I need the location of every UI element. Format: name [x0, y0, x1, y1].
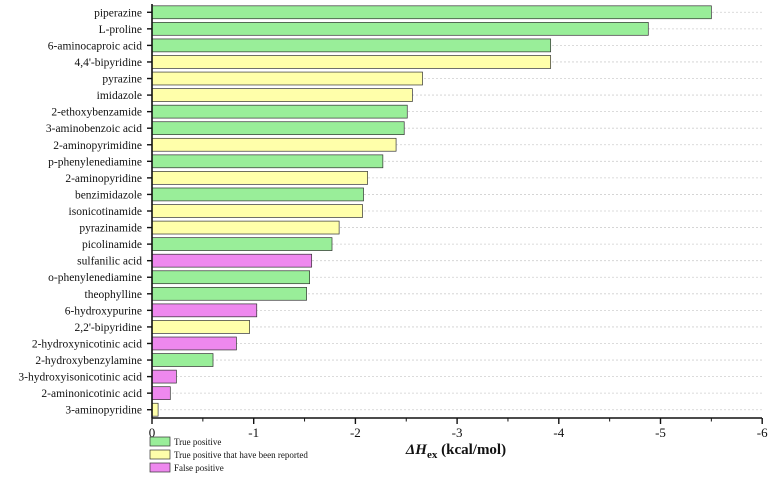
category-labels: piperazine L-proline 6-aminocaproic acid 4,… — [18, 7, 142, 416]
x-tick-label: -6 — [757, 425, 768, 440]
legend-swatch-tpr — [149, 449, 171, 460]
category-label: 2-aminopyrimidine — [53, 140, 142, 152]
bars — [151, 5, 712, 417]
bar — [151, 22, 649, 36]
category-label: 2-aminopyridine — [65, 173, 142, 185]
category-label: o-phenylenediamine — [48, 272, 142, 284]
category-label: 2-aminonicotinic acid — [41, 388, 142, 400]
bar — [151, 88, 413, 102]
bar — [151, 38, 552, 53]
legend-swatch-tp — [149, 436, 171, 447]
bar — [151, 55, 552, 69]
category-label: sulfanilic acid — [77, 256, 142, 268]
legend-label-tp: True positive — [174, 437, 221, 447]
bar — [151, 353, 214, 367]
bar — [151, 237, 333, 251]
x-axis-title-sub: ex — [427, 449, 438, 461]
bar — [151, 187, 364, 202]
category-label: 3-aminobenzoic acid — [46, 123, 142, 135]
category-label: 3-aminopyridine — [65, 405, 142, 417]
bar — [151, 71, 423, 86]
category-label: imidazole — [97, 90, 142, 102]
legend-label-tpr: True positive that have been reported — [174, 450, 308, 460]
category-label: 4,4'-bipyridine — [74, 57, 142, 69]
axes — [147, 4, 763, 424]
bar — [151, 303, 258, 318]
legend-swatch-fp — [149, 462, 171, 473]
bar — [151, 253, 313, 268]
legend-label-fp: False positive — [174, 463, 224, 473]
category-label: p-phenylenediamine — [48, 156, 142, 168]
category-label: theophylline — [85, 289, 143, 301]
x-tick-label: 0 — [149, 425, 156, 440]
bar — [151, 220, 340, 235]
category-label: picolinamide — [82, 239, 142, 251]
x-tick-label: -2 — [350, 425, 361, 440]
x-tick-label: -4 — [553, 425, 564, 440]
x-axis-title-main: ΔH — [405, 442, 428, 458]
legend: True positive True positive that have bee… — [149, 436, 308, 473]
bar — [151, 121, 405, 136]
category-label: 2,2'-bipyridine — [74, 322, 142, 334]
x-axis-title: ΔHex (kcal/mol) — [405, 442, 506, 461]
bar — [151, 402, 159, 417]
bar — [151, 137, 397, 152]
category-label: benzimidazole — [75, 189, 142, 201]
category-label: 3-hydroxyisonicotinic acid — [18, 372, 142, 384]
bar — [151, 171, 368, 185]
bar — [151, 270, 310, 285]
category-label: isonicotinamide — [69, 206, 142, 218]
bar — [151, 154, 384, 169]
x-tick-label: -1 — [248, 425, 259, 440]
bar — [151, 369, 177, 384]
category-label: 2-hydroxybenzylamine — [35, 355, 142, 367]
category-label: 6-hydroxypurine — [65, 305, 142, 317]
category-label: piperazine — [94, 7, 142, 19]
category-label: 2-hydroxynicotinic acid — [32, 338, 142, 350]
category-label: 6-aminocaproic acid — [48, 40, 142, 52]
bar — [151, 336, 237, 351]
bar — [151, 320, 250, 334]
bar — [151, 104, 408, 119]
category-label: L-proline — [99, 24, 142, 36]
bar — [151, 204, 363, 218]
x-tick-labels: 0 -1 -2 -3 -4 -5 -6 — [149, 425, 768, 440]
bar — [151, 5, 712, 20]
x-tick-label: -3 — [452, 425, 463, 440]
x-tick-label: -5 — [655, 425, 666, 440]
category-label: pyrazine — [102, 74, 142, 86]
category-label: 2-ethoxybenzamide — [51, 107, 142, 119]
bar — [151, 386, 171, 400]
category-label: pyrazinamide — [79, 223, 142, 235]
bar — [151, 286, 307, 301]
x-axis-title-unit: (kcal/mol) — [437, 442, 506, 458]
